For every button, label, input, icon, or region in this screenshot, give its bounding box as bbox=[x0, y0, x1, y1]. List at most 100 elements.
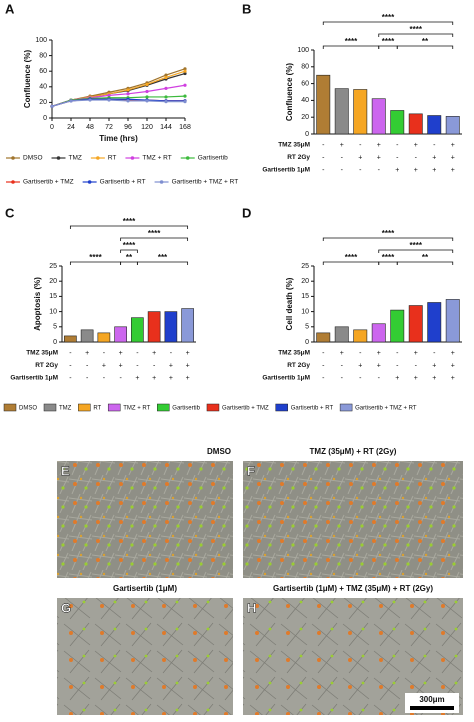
scale-bar bbox=[410, 706, 454, 710]
legend-swatch bbox=[339, 403, 353, 412]
micrograph bbox=[57, 598, 233, 715]
treatment-sign: + bbox=[377, 362, 381, 369]
treatment-sign: + bbox=[186, 350, 190, 357]
significance-label: *** bbox=[158, 253, 168, 262]
legend-swatch bbox=[3, 403, 17, 412]
treatment-sign: - bbox=[415, 362, 418, 369]
bar bbox=[181, 308, 194, 343]
significance-label: **** bbox=[123, 217, 136, 226]
treatment-sign: - bbox=[322, 154, 325, 161]
y-tick-label: 10 bbox=[49, 308, 57, 315]
treatment-sign: - bbox=[86, 362, 89, 369]
treatment-sign: - bbox=[415, 154, 418, 161]
treatment-sign: - bbox=[103, 375, 106, 382]
bar bbox=[353, 89, 368, 135]
significance-bracket bbox=[136, 261, 189, 265]
panel-label: E bbox=[61, 463, 70, 478]
point bbox=[145, 99, 149, 103]
treatment-sign: - bbox=[103, 350, 106, 357]
significance-label: **** bbox=[382, 253, 395, 262]
point bbox=[50, 104, 54, 108]
treatment-label: RT 2Gy bbox=[287, 154, 310, 161]
y-tick-label: 15 bbox=[49, 293, 57, 300]
treatment-sign: - bbox=[359, 142, 362, 149]
treatment-label: Gartisertib 1μM bbox=[262, 167, 310, 174]
legend-label: Gartisertib bbox=[198, 155, 228, 162]
bar bbox=[408, 305, 423, 343]
treatment-sign: - bbox=[396, 350, 399, 357]
treatment-sign: + bbox=[85, 350, 89, 357]
treatment-sign: - bbox=[69, 362, 72, 369]
treatment-label: Gartisertib 1μM bbox=[262, 375, 310, 382]
y-tick-label: 0 bbox=[305, 339, 309, 346]
treatment-label: Gartisertib 1μM bbox=[10, 375, 58, 382]
significance-label: ** bbox=[126, 253, 133, 262]
legend-label: RT bbox=[93, 406, 101, 412]
significance-bracket bbox=[120, 249, 138, 253]
y-tick-label: 100 bbox=[35, 37, 47, 44]
treatment-sign: + bbox=[358, 154, 362, 161]
treatment-sign: + bbox=[414, 375, 418, 382]
y-tick-label: 0 bbox=[53, 339, 57, 346]
legend-swatch bbox=[107, 403, 121, 412]
legend-marker bbox=[11, 156, 15, 160]
treatment-sign: - bbox=[153, 362, 156, 369]
y-tick-label: 60 bbox=[301, 80, 309, 87]
legend-label: Gartisertib + TMZ + RT bbox=[355, 406, 417, 412]
legend-swatch bbox=[43, 403, 57, 412]
panel-label: B bbox=[242, 1, 251, 16]
x-tick-label: 72 bbox=[105, 124, 113, 131]
micrograph bbox=[243, 461, 463, 578]
treatment-sign: + bbox=[358, 362, 362, 369]
legend-label: Gartisertib + TMZ + RT bbox=[172, 179, 239, 186]
treatment-label: TMZ 35μM bbox=[278, 350, 310, 357]
treatment-sign: + bbox=[432, 154, 436, 161]
significance-label: ** bbox=[422, 37, 429, 46]
panel-label: F bbox=[247, 463, 255, 478]
legend-marker bbox=[11, 180, 15, 184]
y-tick-label: 15 bbox=[301, 293, 309, 300]
y-tick-label: 20 bbox=[49, 278, 57, 285]
significance-bracket bbox=[120, 237, 189, 241]
legend-label: TMZ bbox=[59, 406, 72, 412]
treatment-sign: + bbox=[119, 350, 123, 357]
y-tick-label: 20 bbox=[39, 99, 47, 106]
treatment-sign: + bbox=[414, 350, 418, 357]
y-tick-label: 20 bbox=[301, 278, 309, 285]
treatment-sign: - bbox=[359, 167, 362, 174]
treatment-sign: + bbox=[186, 362, 190, 369]
treatment-sign: - bbox=[433, 142, 436, 149]
treatment-sign: - bbox=[341, 362, 344, 369]
point bbox=[145, 82, 149, 87]
significance-bracket bbox=[396, 261, 454, 265]
significance-bracket bbox=[322, 45, 380, 49]
x-tick-label: 120 bbox=[141, 124, 153, 131]
x-tick-label: 168 bbox=[179, 124, 191, 131]
significance-label: **** bbox=[345, 37, 358, 46]
treatment-sign: + bbox=[432, 362, 436, 369]
significance-bracket bbox=[120, 261, 138, 265]
treatment-sign: + bbox=[414, 167, 418, 174]
bar bbox=[147, 311, 161, 343]
treatment-sign: - bbox=[341, 154, 344, 161]
treatment-sign: - bbox=[322, 142, 325, 149]
treatment-sign: - bbox=[359, 350, 362, 357]
bar bbox=[316, 332, 331, 343]
bar bbox=[390, 309, 405, 343]
legend-label: Gartisertib + TMZ bbox=[23, 179, 74, 186]
treatment-sign: - bbox=[378, 167, 381, 174]
significance-label: **** bbox=[382, 37, 395, 46]
bar bbox=[164, 311, 178, 343]
point bbox=[183, 69, 187, 73]
x-tick-label: 48 bbox=[86, 124, 94, 131]
point bbox=[88, 98, 92, 102]
legend-marker bbox=[56, 156, 61, 160]
treatment-label: TMZ 35μM bbox=[278, 142, 310, 149]
treatment-sign: + bbox=[451, 154, 455, 161]
point bbox=[126, 88, 130, 92]
legend-swatch bbox=[275, 403, 288, 412]
bar bbox=[390, 110, 405, 135]
significance-label: **** bbox=[410, 241, 423, 250]
y-tick-label: 0 bbox=[43, 115, 47, 122]
point bbox=[183, 94, 187, 98]
